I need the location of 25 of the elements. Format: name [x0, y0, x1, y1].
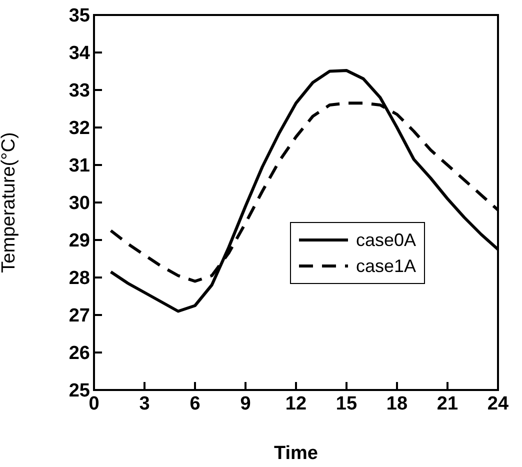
y-tick-label: 26 — [68, 343, 90, 364]
x-axis-title: Time — [274, 443, 318, 464]
x-tick-label: 3 — [139, 393, 150, 414]
x-tick-label: 0 — [88, 393, 100, 414]
x-tick-label: 24 — [487, 393, 509, 414]
y-tick-label: 25 — [68, 380, 90, 402]
legend-label: case1A — [356, 256, 416, 276]
y-tick-label: 32 — [68, 118, 90, 140]
x-tick-label: 6 — [190, 393, 200, 414]
line-series — [109, 69, 498, 313]
y-tick-label: 29 — [68, 230, 90, 252]
y-tick-label: 34 — [68, 43, 90, 64]
x-tick-label: 9 — [240, 393, 251, 414]
x-tick-label: 21 — [436, 393, 458, 414]
y-tick-label: 28 — [68, 268, 90, 290]
x-tick-label: 15 — [336, 393, 358, 414]
y-tick-label: 35 — [68, 6, 90, 27]
y-tick-label: 30 — [68, 193, 90, 214]
x-tick-label: 12 — [285, 393, 307, 414]
y-tick-label: 27 — [68, 306, 90, 327]
y-tick-label: 33 — [68, 80, 90, 102]
legend-label: case0A — [356, 230, 416, 250]
x-tick-label: 18 — [386, 393, 408, 414]
y-tick-label: 31 — [68, 156, 90, 177]
y-axis-title: Temperature(°C) — [0, 132, 20, 273]
